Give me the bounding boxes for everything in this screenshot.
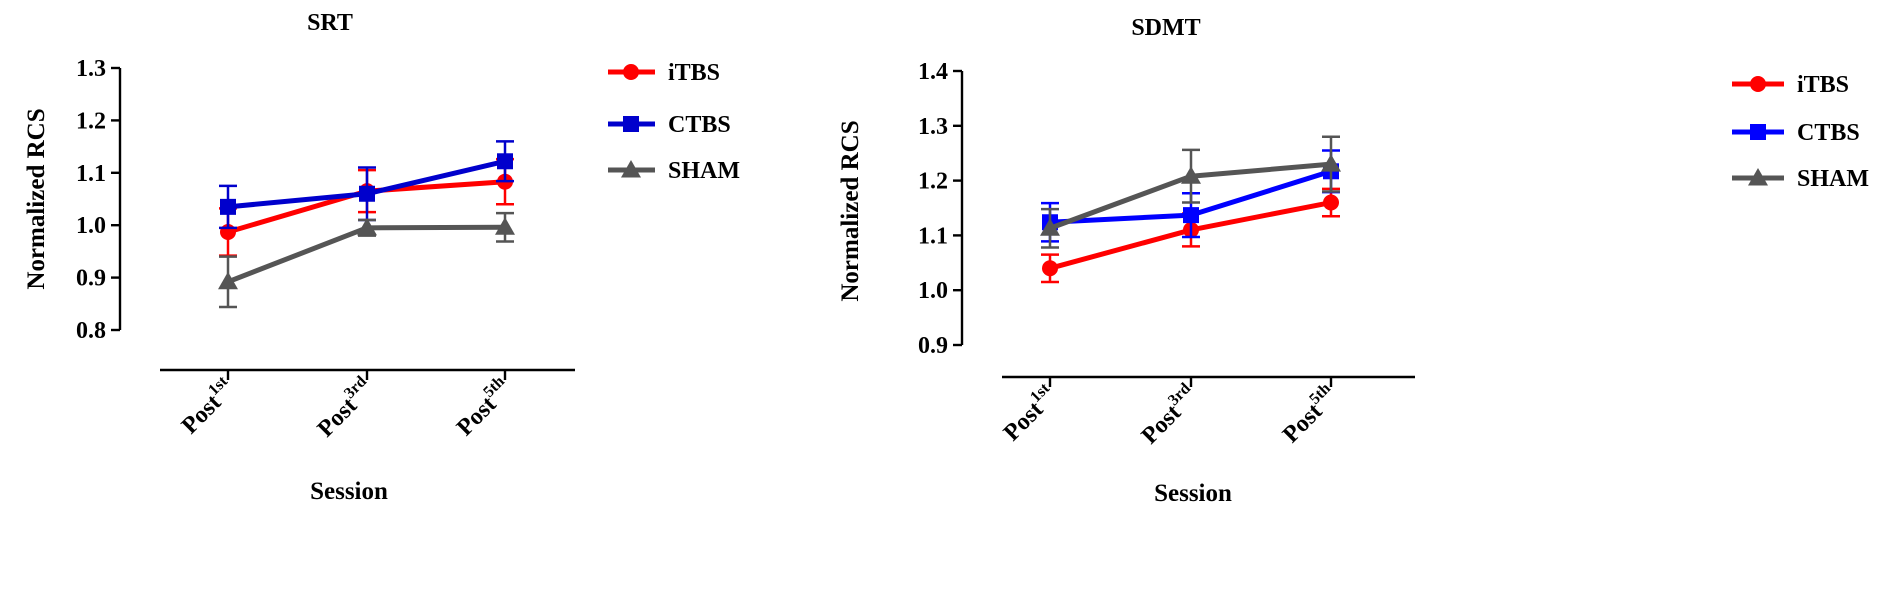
data-point bbox=[1040, 218, 1060, 236]
y-tick-label: 0.9 bbox=[918, 333, 948, 359]
x-tick-label: Post3rd bbox=[310, 373, 379, 442]
y-axis-label: Normalized RCS bbox=[23, 108, 50, 289]
legend: iTBS CTBS SHAM bbox=[1732, 72, 1869, 192]
data-point bbox=[495, 217, 515, 235]
y-tick-label: 1.4 bbox=[918, 59, 948, 85]
data-point bbox=[497, 153, 513, 170]
data-point bbox=[1181, 166, 1201, 184]
y-tick-label: 1.0 bbox=[918, 278, 948, 304]
legend-item-itbs: iTBS bbox=[1732, 72, 1849, 98]
x-tick-label: Post3rd bbox=[1134, 380, 1203, 449]
chart-panel-sdmt: SDMT 0.9 1.0 1.1 1.2 1.3 1.4 Normalized RCS Post… bbox=[837, 15, 1869, 507]
y-tick-label: 1.3 bbox=[918, 114, 948, 140]
legend-item-ctbs: CTBS bbox=[1732, 120, 1860, 146]
legend-item-itbs: iTBS bbox=[608, 60, 720, 86]
data-point bbox=[1321, 154, 1341, 172]
series-ctbs bbox=[219, 140, 514, 230]
y-tick-label: 1.1 bbox=[918, 223, 948, 249]
data-point bbox=[218, 271, 238, 290]
legend-marker bbox=[623, 116, 639, 132]
series-sham bbox=[1040, 135, 1341, 249]
data-point bbox=[357, 217, 377, 236]
y-tick-label: 1.2 bbox=[76, 108, 106, 134]
legend-item-sham: SHAM bbox=[608, 158, 740, 184]
y-tick-label: 1.1 bbox=[76, 161, 106, 187]
chart-title: SRT bbox=[307, 10, 353, 36]
x-axis-label: Session bbox=[1154, 480, 1232, 507]
data-point bbox=[1183, 207, 1199, 224]
y-tick-label: 0.9 bbox=[76, 266, 106, 292]
y-axis-label: Normalized RCS bbox=[837, 120, 864, 301]
legend-label: CTBS bbox=[668, 112, 731, 138]
y-tick-label: 1.2 bbox=[918, 169, 948, 195]
x-tick-label: Post5th bbox=[449, 373, 517, 441]
legend-marker bbox=[1750, 124, 1766, 140]
legend-marker bbox=[1750, 76, 1766, 92]
legend: iTBS CTBS SHAM bbox=[608, 60, 740, 184]
data-point bbox=[1323, 194, 1339, 211]
data-point bbox=[359, 185, 375, 202]
x-tick-label: Post1st bbox=[174, 373, 241, 440]
data-point bbox=[1042, 260, 1058, 277]
legend-marker bbox=[623, 64, 639, 80]
legend-marker bbox=[1748, 168, 1768, 186]
x-tick-label: Post1st bbox=[996, 380, 1063, 447]
legend-item-sham: SHAM bbox=[1732, 166, 1869, 192]
y-tick-label: 0.8 bbox=[76, 318, 106, 344]
legend-label: iTBS bbox=[1797, 72, 1849, 98]
y-tick-label: 1.3 bbox=[76, 56, 106, 82]
legend-label: SHAM bbox=[1797, 166, 1869, 192]
legend-marker bbox=[621, 160, 641, 178]
legend-label: CTBS bbox=[1797, 120, 1860, 146]
x-tick-label: Post5th bbox=[1275, 380, 1343, 448]
legend-label: iTBS bbox=[668, 60, 720, 86]
data-point bbox=[220, 198, 236, 215]
series-sham bbox=[218, 211, 515, 309]
chart-title: SDMT bbox=[1131, 15, 1200, 41]
legend-item-ctbs: CTBS bbox=[608, 112, 731, 138]
legend-label: SHAM bbox=[668, 158, 740, 184]
chart-panel-srt: SRT 0.8 0.9 1.0 1.1 1.2 1.3 Normalized RCS Post1… bbox=[23, 10, 740, 505]
y-tick-label: 1.0 bbox=[76, 213, 106, 239]
x-axis-label: Session bbox=[310, 478, 388, 505]
